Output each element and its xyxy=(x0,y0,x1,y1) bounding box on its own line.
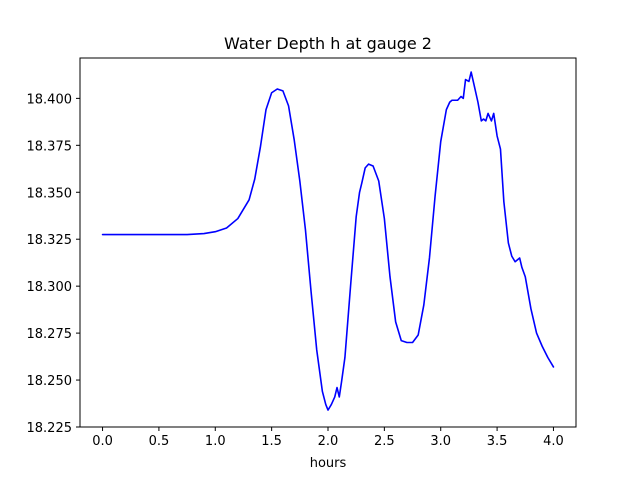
y-tick-label: 18.225 xyxy=(27,421,73,436)
x-tick-label: 0.0 xyxy=(92,434,113,449)
y-tick-label: 18.325 xyxy=(27,233,73,248)
x-tick-label: 4.0 xyxy=(543,434,564,449)
x-tick-label: 1.0 xyxy=(205,434,226,449)
plot-area: 0.0 0.5 1.0 1.5 2.0 2.5 3.0 3.5 4.0 18.225 18.250 1… xyxy=(27,57,577,449)
y-tick-label: 18.250 xyxy=(27,374,73,389)
y-tick-label: 18.375 xyxy=(27,139,73,154)
chart-title: Water Depth h at gauge 2 xyxy=(224,34,432,53)
y-tick-label: 18.350 xyxy=(27,186,73,201)
x-tick-label: 2.5 xyxy=(374,434,395,449)
series-line-0 xyxy=(101,71,555,411)
x-tick-label: 0.5 xyxy=(149,434,170,449)
y-tick-label: 18.275 xyxy=(27,327,73,342)
x-tick-label: 2.0 xyxy=(318,434,339,449)
x-tick-label: 1.5 xyxy=(261,434,282,449)
x-tick-label: 3.0 xyxy=(430,434,451,449)
x-tick-label: 3.5 xyxy=(487,434,508,449)
y-tick-label: 18.300 xyxy=(27,280,73,295)
x-axis-label: hours xyxy=(310,456,347,471)
y-tick-label: 18.400 xyxy=(27,92,73,107)
